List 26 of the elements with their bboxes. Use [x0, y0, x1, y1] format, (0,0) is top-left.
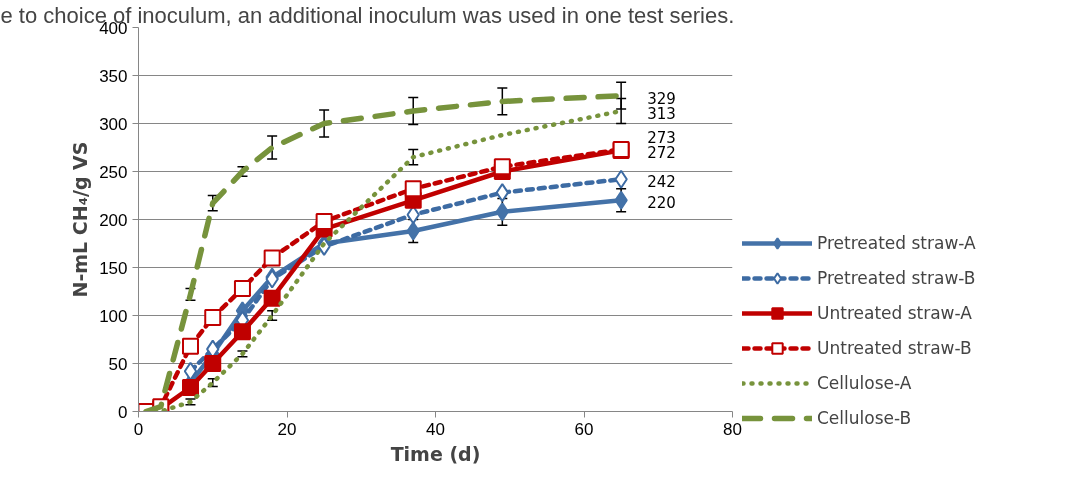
x-tick-label: 20	[277, 419, 297, 439]
y-tick-label: 0	[118, 402, 128, 422]
y-tick-label: 100	[99, 306, 128, 326]
data-label: 313	[647, 105, 676, 124]
x-axis-title: Time (d)	[390, 442, 481, 465]
x-tick-label: 40	[426, 419, 445, 439]
y-tick-label: 50	[108, 354, 128, 374]
data-label: 329	[647, 89, 676, 108]
data-label: 220	[647, 194, 676, 213]
x-tick-label: 0	[133, 419, 144, 439]
y-tick-label: 300	[99, 114, 128, 134]
data-label: 272	[647, 144, 676, 163]
legend-label: Cellulose-B	[817, 408, 912, 428]
y-tick-label: 200	[99, 210, 128, 230]
legend-label: Untreated straw-A	[817, 303, 972, 323]
y-tick-label: 250	[99, 162, 128, 182]
x-tick-label: 60	[574, 419, 594, 439]
y-tick-label: 150	[99, 258, 128, 278]
legend-label: Pretreated straw-A	[817, 233, 976, 253]
x-tick-label: 80	[723, 419, 742, 439]
data-label: 242	[647, 173, 676, 192]
legend-label: Pretreated straw-B	[817, 268, 976, 288]
legend-label: Cellulose-A	[817, 373, 912, 393]
y-axis-title: N-mL CH₄/g VS	[69, 141, 92, 298]
legend-label: Untreated straw-B	[817, 338, 972, 358]
y-tick-label: 350	[99, 66, 128, 86]
